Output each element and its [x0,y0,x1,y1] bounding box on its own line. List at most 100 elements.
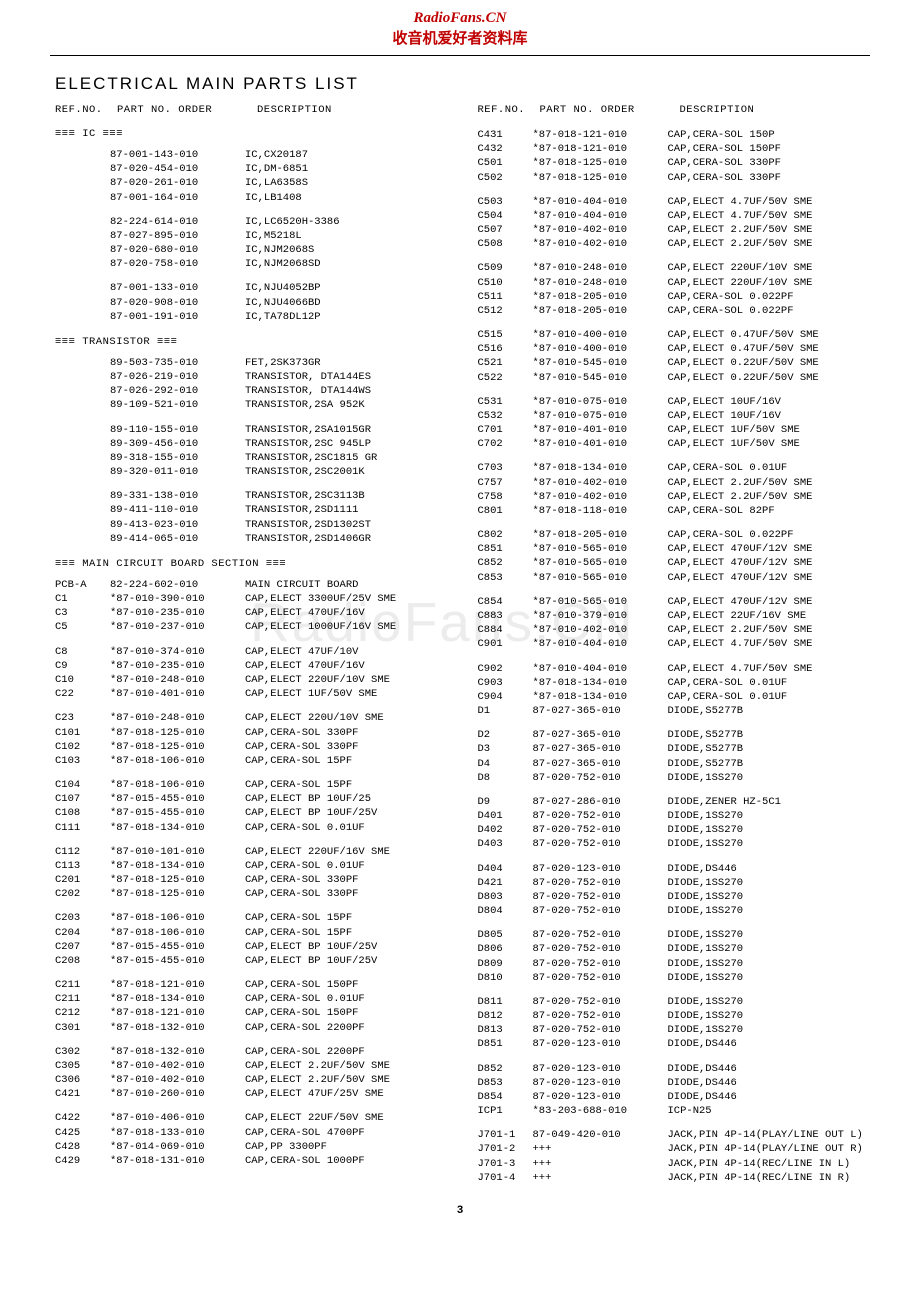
ref-cell: C207 [55,940,110,954]
desc-cell: IC,LB1408 [245,191,308,205]
ref-cell: C306 [55,1073,110,1087]
part-cell: *87-010-404-010 [533,209,668,223]
table-row: C703*87-018-134-010CAP,CERA-SOL 0.01UF [478,461,813,475]
part-cell: *87-010-400-010 [533,328,668,342]
desc-cell: CAP,ELECT 10UF/16V [668,409,800,423]
desc-cell: DIODE,1SS270 [668,942,744,956]
table-row: C113*87-018-134-010CAP,CERA-SOL 0.01UF [55,859,390,873]
ref-cell [55,162,110,176]
table-row: 87-020-758-010IC,NJM2068SD [55,257,340,271]
desc-cell: JACK,PIN 4P-14(REC/LINE IN R) [668,1171,863,1185]
desc-cell: CAP,ELECT 2.2UF/50V SME [668,490,813,504]
ref-cell: D9 [478,795,533,809]
part-cell: *87-010-390-010 [110,592,245,606]
ref-cell [55,191,110,205]
desc-cell: CAP,ELECT 470UF/12V SME [668,595,813,609]
table-row: J701-4 +++JACK,PIN 4P-14(REC/LINE IN R) [478,1171,863,1185]
ref-cell: C904 [478,690,533,704]
desc-cell: CAP,ELECT 220U/10V SME [245,711,384,725]
table-row: C108*87-015-455-010CAP,ELECT BP 10UF/25V [55,806,377,820]
table-row: C211*87-018-134-010CAP,CERA-SOL 0.01UF [55,992,365,1006]
ref-cell: C509 [478,261,533,275]
page-number: 3 [0,1205,920,1217]
part-cell: *87-010-260-010 [110,1087,245,1101]
table-row: C428*87-014-069-010CAP,PP 3300PF [55,1140,384,1154]
ref-cell: D8 [478,771,533,785]
table-row: C903*87-018-134-010CAP,CERA-SOL 0.01UF [478,676,813,690]
part-cell: *87-015-455-010 [110,940,245,954]
part-cell: 87-020-123-010 [533,1076,668,1090]
table-row: C501*87-018-125-010CAP,CERA-SOL 330PF [478,156,781,170]
ref-cell [55,503,110,517]
part-cell: 89-309-456-010 [110,437,245,451]
parts-table: D9 87-027-286-010DIODE,ZENER HZ-5C1D401 … [478,795,781,852]
table-row: C305*87-010-402-010CAP,ELECT 2.2UF/50V S… [55,1059,390,1073]
table-row: 89-411-110-010TRANSISTOR,2SD1111 [55,503,371,517]
part-cell: *87-018-106-010 [110,754,245,768]
part-cell: *87-010-235-010 [110,659,245,673]
table-row: C515*87-010-400-010CAP,ELECT 0.47UF/50V … [478,328,819,342]
desc-cell: CAP,ELECT BP 10UF/25V [245,806,377,820]
desc-cell: CAP,ELECT 470UF/12V SME [668,571,813,585]
table-row: 89-413-023-010TRANSISTOR,2SD1302ST [55,518,371,532]
table-row: 89-110-155-010TRANSISTOR,2SA1015GR [55,423,377,437]
ref-cell: C531 [478,395,533,409]
desc-cell: CAP,ELECT 2.2UF/50V SME [245,1073,390,1087]
part-cell: *87-010-400-010 [533,342,668,356]
desc-cell: CAP,ELECT BP 10UF/25V [245,954,377,968]
desc-cell: TRANSISTOR,2SC 945LP [245,437,377,451]
part-cell: 87-020-752-010 [533,942,668,956]
part-cell: *87-010-402-010 [533,476,668,490]
ref-cell: D1 [478,704,533,718]
desc-cell: DIODE,1SS270 [668,1009,744,1023]
desc-cell: JACK,PIN 4P-14(PLAY/LINE OUT R) [668,1142,863,1156]
table-row: 87-020-454-010IC,DM-6851 [55,162,308,176]
table-row: C429*87-018-131-010CAP,CERA-SOL 1000PF [55,1154,384,1168]
desc-cell: IC,DM-6851 [245,162,308,176]
desc-cell: DIODE,S5277B [668,757,744,771]
table-row: C5*87-010-237-010CAP,ELECT 1000UF/16V SM… [55,620,396,634]
part-cell: *87-010-235-010 [110,606,245,620]
table-row: D813 87-020-752-010DIODE,1SS270 [478,1023,744,1037]
ref-cell: C703 [478,461,533,475]
ref-cell: C701 [478,423,533,437]
table-row: C502*87-018-125-010CAP,CERA-SOL 330PF [478,171,781,185]
table-row: C10*87-010-248-010CAP,ELECT 220UF/10V SM… [55,673,390,687]
part-cell: +++ [533,1142,668,1156]
table-row: 87-026-219-010TRANSISTOR, DTA144ES [55,370,371,384]
desc-cell: CAP,CERA-SOL 0.022PF [668,528,813,542]
parts-table: C302*87-018-132-010CAP,CERA-SOL 2200PFC3… [55,1045,390,1102]
desc-cell: JACK,PIN 4P-14(REC/LINE IN L) [668,1157,863,1171]
desc-cell: CAP,ELECT 0.22UF/50V SME [668,356,819,370]
desc-cell: JACK,PIN 4P-14(PLAY/LINE OUT L) [668,1128,863,1142]
part-cell: 89-503-735-010 [110,356,245,370]
table-row: C852*87-010-565-010CAP,ELECT 470UF/12V S… [478,556,813,570]
desc-cell: CAP,ELECT 2.2UF/50V SME [245,1059,390,1073]
table-row: 82-224-614-010IC,LC6520H-3386 [55,215,340,229]
part-cell: 87-027-286-010 [533,795,668,809]
ref-cell: D810 [478,971,533,985]
desc-cell: FET,2SK373GR [245,356,371,370]
ref-cell: C501 [478,156,533,170]
part-cell: *87-010-075-010 [533,395,668,409]
desc-cell: IC,LC6520H-3386 [245,215,340,229]
desc-cell: ICP-N25 [668,1104,737,1118]
part-cell: 89-320-011-010 [110,465,245,479]
desc-cell: IC,CX20187 [245,148,308,162]
part-cell: *87-018-106-010 [110,778,245,792]
right-column: REF.NO. PART NO. ORDER DESCRIPTION C431*… [478,104,871,1185]
table-row: C883*87-010-379-010CAP,ELECT 22UF/16V SM… [478,609,813,623]
ref-cell: C801 [478,504,533,518]
ref-cell: C111 [55,821,110,835]
col-desc-header: DESCRIPTION [680,104,871,116]
table-row: C510*87-010-248-010CAP,ELECT 220UF/10V S… [478,276,813,290]
ref-cell: J701-3 [478,1157,533,1171]
table-row: C421*87-010-260-010CAP,ELECT 47UF/25V SM… [55,1087,390,1101]
table-row: C757*87-010-402-010CAP,ELECT 2.2UF/50V S… [478,476,813,490]
table-row: C422*87-010-406-010CAP,ELECT 22UF/50V SM… [55,1111,384,1125]
desc-cell: DIODE,1SS270 [668,904,744,918]
part-cell: *87-018-134-010 [110,859,245,873]
table-row: C3*87-010-235-010CAP,ELECT 470UF/16V [55,606,396,620]
desc-cell: DIODE,1SS270 [668,809,781,823]
part-cell: *87-010-101-010 [110,845,245,859]
